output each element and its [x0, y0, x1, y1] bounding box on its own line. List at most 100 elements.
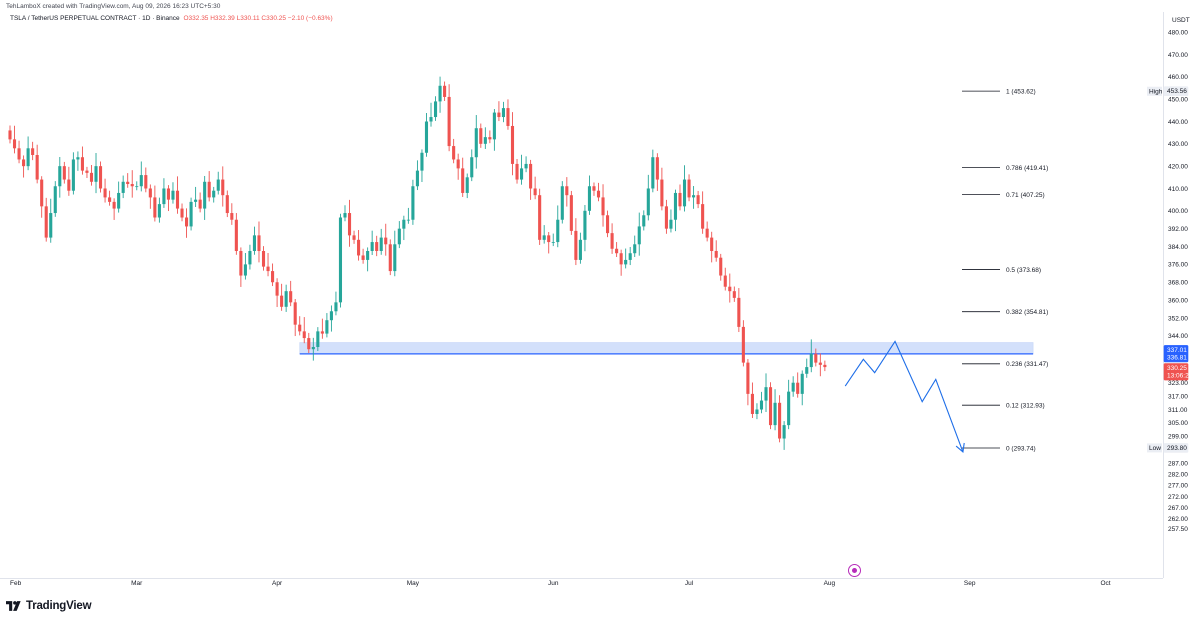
candle-body: [660, 179, 664, 207]
price-tick-label: 360.00: [1168, 297, 1188, 304]
candle-body: [483, 137, 487, 144]
candle-body: [35, 154, 39, 180]
candle-body: [692, 195, 696, 198]
price-chart[interactable]: 480.00 470.00 460.00 450.00 440.00 430.00 420.…: [0, 0, 1200, 597]
candle-body: [510, 125, 515, 164]
candle-body: [456, 159, 460, 169]
candle-body: [637, 226, 641, 245]
candle-body: [796, 382, 800, 394]
candle-body: [768, 387, 773, 426]
candle-body: [379, 237, 383, 251]
time-tick-label: Apr: [272, 580, 283, 587]
candle-body: [261, 250, 266, 267]
support-zone[interactable]: [299, 342, 1034, 355]
low-badge-text: 293.80: [1167, 445, 1187, 452]
candle-body: [646, 188, 650, 216]
candle-body: [67, 179, 71, 191]
candle-body: [624, 259, 628, 265]
candle-body: [619, 253, 623, 265]
low-badge: [1163, 443, 1189, 453]
candle-body: [578, 239, 582, 260]
candle-body: [601, 197, 605, 216]
candle-body: [479, 128, 483, 144]
time-tick-label: May: [407, 580, 420, 587]
price-tick-label: 352.00: [1168, 315, 1188, 322]
fib-level-label: 0.12 (312.93): [1006, 402, 1045, 409]
candle-body: [710, 237, 714, 251]
candle-body: [447, 96, 451, 147]
candle-body: [31, 148, 35, 155]
candle-body: [587, 186, 592, 211]
candle-body: [144, 175, 148, 189]
footer: TradingView: [0, 597, 1200, 619]
price-tick-label: 305.00: [1168, 420, 1188, 427]
ohlc-values: O332.35 H332.39 L330.11 C330.25 −2.10 (−…: [183, 15, 333, 22]
candle-body: [787, 391, 791, 426]
price-tick-label: 272.00: [1168, 494, 1188, 501]
projection-path[interactable]: [844, 340, 964, 453]
candle-body: [737, 297, 741, 327]
candle-body: [574, 230, 578, 260]
candle-body: [741, 326, 745, 363]
candle-body: [520, 168, 524, 180]
candle-body: [85, 170, 89, 173]
candle-body: [148, 188, 152, 198]
candle-body: [49, 213, 53, 238]
candle-body: [556, 219, 560, 243]
axis-currency[interactable]: USDT: [1172, 17, 1190, 24]
candle-body: [266, 266, 270, 272]
candle-body: [393, 244, 397, 272]
candle-body: [411, 186, 415, 220]
high-tag: [1147, 86, 1162, 96]
price-tick-label: 344.00: [1168, 333, 1188, 340]
candle-body: [311, 346, 315, 350]
candle-body: [633, 244, 637, 254]
candle-body: [166, 188, 170, 200]
candle-body: [719, 257, 723, 276]
candle-body: [162, 188, 166, 205]
candle-body: [443, 85, 447, 97]
candle-body: [533, 188, 537, 196]
tradingview-logo[interactable]: TradingView: [6, 600, 92, 612]
candle-body: [470, 157, 474, 178]
candle-body: [275, 282, 279, 296]
zone-badge-text: 336.81: [1167, 354, 1187, 361]
fib-level-label: 0.382 (354.81): [1006, 309, 1048, 316]
symbol-name[interactable]: TSLA / TetherUS PERPETUAL CONTRACT · 1D …: [10, 15, 180, 22]
zone-badge: [1163, 345, 1189, 363]
candle-body: [501, 108, 505, 118]
candle-body: [678, 192, 682, 207]
candle-body: [714, 250, 718, 258]
candle-body: [112, 201, 116, 209]
price-tick-label: 368.00: [1168, 280, 1188, 287]
candle-body: [415, 170, 419, 187]
last-price-badge-text: 13:06:26: [1167, 373, 1193, 380]
candle-body: [506, 108, 510, 126]
price-tick-label: 430.00: [1168, 141, 1188, 148]
candle-body: [108, 197, 112, 202]
price-tick-label: 311.00: [1168, 407, 1188, 414]
chart-credit: TehLamboX created with TradingView.com, …: [6, 3, 221, 10]
candle-body: [153, 197, 157, 218]
candle-body: [189, 201, 193, 227]
candle-body: [375, 242, 379, 251]
candle-body: [814, 353, 818, 363]
candle-body: [433, 101, 438, 118]
price-tick-label: 262.00: [1168, 516, 1188, 523]
candle-body: [592, 186, 596, 191]
candle-body: [673, 192, 678, 220]
candle-body: [94, 166, 98, 182]
candle-body: [429, 117, 433, 122]
dots-icon[interactable]: [848, 564, 861, 577]
candle-body: [524, 163, 528, 169]
candle-body: [139, 175, 143, 187]
candle-body: [402, 219, 406, 229]
candle-body: [515, 163, 519, 180]
candle-body: [207, 181, 211, 198]
price-tick-label: 470.00: [1168, 52, 1188, 59]
last-price-badge-text: 330.25: [1167, 365, 1187, 372]
candle-body: [497, 112, 501, 118]
fib-level-label: 0.5 (373.68): [1006, 267, 1041, 274]
low-tag: [1147, 443, 1162, 453]
candle-body: [271, 271, 275, 283]
